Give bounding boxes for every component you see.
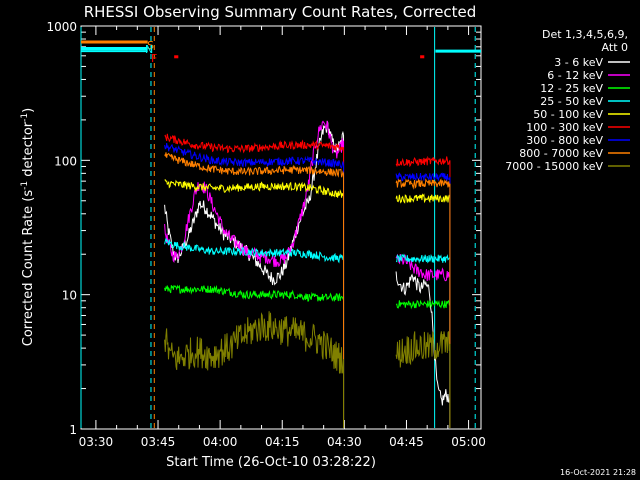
series-line — [164, 120, 344, 286]
legend-label: 300 - 800 keV — [526, 134, 603, 147]
series-line — [164, 143, 344, 169]
series-line — [395, 193, 451, 204]
legend-label: 800 - 7000 keV — [519, 147, 603, 160]
time-markers — [80, 27, 481, 428]
series-line — [395, 299, 451, 310]
series-5 — [164, 133, 451, 428]
flag-label-s: S — [147, 39, 154, 52]
series-8 — [164, 311, 451, 428]
legend-header-detectors: Det 1,3,4,5,6,9, — [542, 28, 628, 41]
legend-label: 25 - 50 keV — [540, 95, 603, 108]
flag-bars — [81, 40, 481, 59]
series-line — [395, 253, 451, 264]
plot-frame — [80, 25, 482, 430]
y-tick-label: 10 — [62, 289, 77, 303]
chart-title: RHESSI Observing Summary Count Rates, Co… — [84, 3, 477, 21]
series-line — [164, 133, 344, 154]
footer-date: 16-Oct-2021 21:28 — [560, 468, 636, 477]
y-tick-label: 1 — [69, 423, 77, 437]
x-axis-label: Start Time (26-Oct-10 03:28:22) — [166, 455, 376, 470]
series-line — [164, 284, 344, 302]
series-line — [395, 253, 451, 282]
plot-axes — [80, 25, 482, 430]
series-line — [164, 311, 344, 374]
y-tick-label: 1000 — [46, 20, 77, 34]
series-line — [164, 152, 344, 178]
x-tick-label: 03:45 — [141, 435, 176, 449]
series-line — [395, 178, 451, 190]
series-line — [164, 179, 344, 198]
series-3 — [164, 238, 451, 428]
y-axis-label: Corrected Count Rate (s-1 detector-1) — [20, 108, 36, 346]
data-series — [164, 120, 451, 428]
legend-header-attenuator: Att 0 — [602, 41, 628, 54]
y-axis-ticks: 1 10 100 1000 — [46, 20, 481, 437]
x-axis-ticks: 03:30 03:45 04:00 04:15 04:30 04:45 05:00 — [79, 26, 486, 449]
x-tick-label: 04:15 — [265, 435, 300, 449]
flag-label-f: F — [151, 52, 157, 65]
x-tick-label: 04:30 — [327, 435, 362, 449]
flag-label-n: N — [145, 43, 153, 56]
legend-label: 12 - 25 keV — [540, 82, 603, 95]
series-line — [395, 155, 451, 168]
x-tick-label: 04:00 — [203, 435, 238, 449]
y-tick-label: 100 — [54, 154, 77, 168]
legend-label: 3 - 6 keV — [554, 56, 603, 69]
x-tick-label: 03:30 — [79, 435, 114, 449]
legend-label: 6 - 12 keV — [547, 69, 603, 82]
series-line — [395, 331, 451, 368]
series-line — [395, 172, 451, 182]
series-line — [395, 271, 451, 406]
x-tick-label: 05:00 — [451, 435, 486, 449]
x-tick-label: 04:45 — [389, 435, 424, 449]
legend-label: 50 - 100 keV — [533, 108, 603, 121]
legend-label: 7000 - 15000 keV — [505, 160, 603, 173]
series-line — [164, 238, 344, 264]
legend-label: 100 - 300 keV — [526, 121, 603, 134]
